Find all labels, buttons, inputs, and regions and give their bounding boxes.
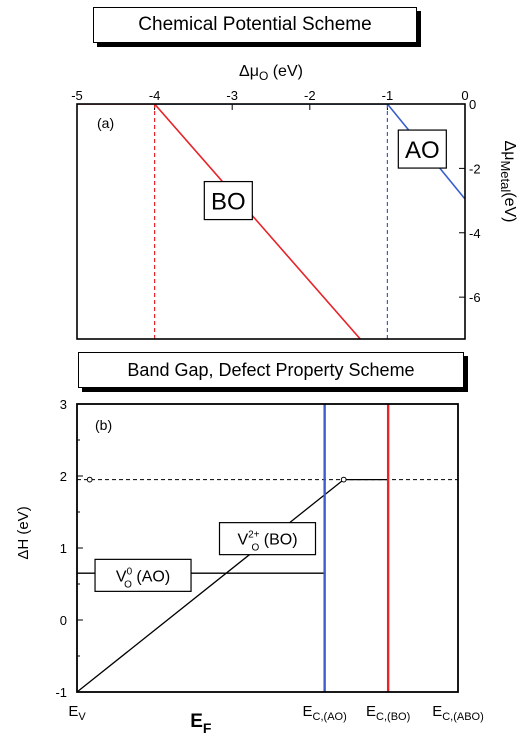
chart-a-ylabel-symbol: Δμ	[501, 141, 518, 161]
chart-a-xtick-label-5: 0	[461, 88, 468, 103]
chart-a-ytick-label-2: -4	[469, 226, 481, 241]
chart-b-ytick-label-2: 1	[60, 541, 67, 556]
chart-b-ytick-label-1: 0	[60, 613, 67, 628]
chart-b-xtick-main: E	[432, 703, 442, 720]
chart-b-annotation-sub: O	[252, 543, 260, 554]
chart-b-annotation-sup: 2+	[248, 530, 260, 541]
chart-a-xlabel-unit: (eV)	[268, 63, 303, 80]
chart-b-ylabel: ΔH (eV)	[15, 506, 32, 559]
chart-a-annotation-box-1	[397, 129, 447, 169]
chart-a-annotation-box-0	[203, 180, 253, 221]
chart-a-xtick-label-0: -5	[71, 88, 83, 103]
chart-b-frame	[76, 403, 459, 693]
chart-b-xtick-sub: C,(BO)	[376, 711, 410, 723]
chart-a-panel-label: (a)	[97, 115, 114, 131]
chart-a-xtick-label-4: -1	[382, 88, 394, 103]
chart-b-panel-label: (b)	[95, 417, 112, 433]
chart-b-xtick-main: E	[68, 703, 78, 720]
chart-b-xlabel-sub: F	[203, 720, 212, 736]
chart-a-ylabel-unit: (eV)	[501, 192, 518, 222]
chart-a-xtick-label-1: -4	[149, 88, 161, 103]
chart-a-annotation-ao: AO	[405, 137, 440, 164]
chart-a-series-bo	[77, 104, 361, 339]
chart-b-xtick-sub: C,(AO)	[313, 711, 347, 723]
chart-a-xtick-label-2: -3	[226, 88, 238, 103]
chart-a-ytick-label-1: -2	[469, 161, 481, 176]
chart-a-frame	[76, 103, 466, 340]
chart-b-annotation-0: V2+ O (BO)	[237, 530, 297, 554]
chart-b-xtick-sub: C,(ABO)	[442, 711, 484, 723]
chart-b-annotation-1: V0 O (AO)	[116, 566, 170, 590]
chart-b-annotation-sub: O	[124, 579, 132, 590]
chart-b-xtick-label-2: EC,(BO)	[366, 703, 410, 723]
chart-b-xlabel: EF	[190, 711, 212, 736]
chart-a-ylabel: ΔμMetal(eV)	[498, 141, 518, 223]
chart-b-annotation-sup: 0	[127, 566, 133, 577]
chart-b-ytick-label-0: -1	[55, 685, 67, 700]
chart-b-xtick-label-3: EC,(ABO)	[432, 703, 484, 723]
chart-a-annotation-bo: BO	[211, 189, 246, 216]
chart-b-xtick-main: E	[303, 703, 313, 720]
chart-b-xtick-sub: V	[78, 711, 86, 723]
chart-a-xlabel: ΔμO (eV)	[239, 63, 303, 83]
chart-b-marker-1	[340, 476, 347, 483]
chart-b-ytick-label-3: 2	[60, 469, 67, 484]
chart-b-ytick-label-4: 3	[60, 397, 67, 412]
chart-b-xtick-label-0: EV	[68, 703, 86, 723]
chart-a-ylabel-sub: Metal	[498, 160, 513, 192]
chart-a-ytick-label-3: -6	[469, 290, 481, 305]
chart-a-xlabel-symbol: Δμ	[239, 63, 259, 80]
chart-b-marker-0	[86, 476, 93, 483]
chart-b-annotation-rest: (BO)	[259, 532, 297, 549]
chart-b-xlabel-main: E	[190, 711, 203, 732]
chart-b-annotation-main: V	[237, 532, 248, 549]
chart-b-xtick-label-1: EC,(AO)	[303, 703, 347, 723]
chart-b-annotation-box-0	[218, 522, 317, 556]
chart-b-annotation-box-1	[94, 558, 192, 592]
chart-b-xtick-main: E	[366, 703, 376, 720]
chart-a-xlabel-sub: O	[259, 69, 268, 83]
chart-a-title: Chemical Potential Scheme	[93, 7, 417, 43]
chart-b-annotation-rest: (AO)	[132, 568, 170, 585]
chart-a-xtick-label-3: -2	[304, 88, 316, 103]
chart-b-title: Band Gap, Defect Property Scheme	[78, 352, 464, 388]
chart-b-annotation-main: V	[116, 568, 127, 585]
chart-a-ytick-label-0: 0	[469, 97, 476, 112]
